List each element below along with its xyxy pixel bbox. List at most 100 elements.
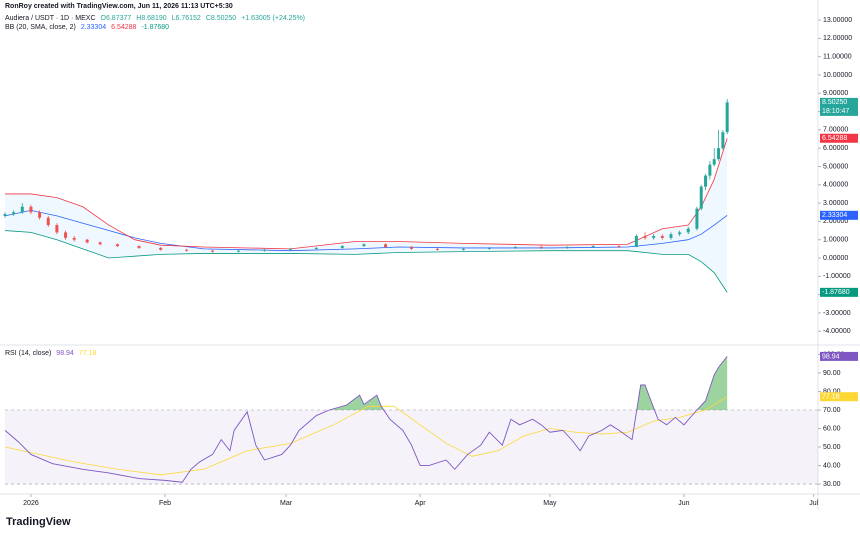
candle-body xyxy=(3,214,7,216)
price-tag xyxy=(820,351,858,361)
candle-body xyxy=(669,234,673,238)
x-tick-label: Jun xyxy=(678,500,689,507)
candle-body xyxy=(340,246,344,248)
bb-value: 6.54288 xyxy=(111,24,137,31)
candle-body xyxy=(708,164,712,176)
x-tick-label: 2026 xyxy=(23,500,39,507)
ohlc-value: C8.50250 xyxy=(205,15,237,22)
rsi-band xyxy=(5,410,818,485)
y-tick-label: 9.00000 xyxy=(823,90,848,97)
candle-body xyxy=(678,232,682,235)
x-tick-label: May xyxy=(543,500,557,507)
candle-body xyxy=(487,247,491,249)
candle-body xyxy=(435,248,439,250)
price-tag xyxy=(820,287,858,297)
candle-body xyxy=(159,247,163,250)
y-tick-label: 1.00000 xyxy=(823,237,848,244)
price-tag xyxy=(820,97,858,116)
price-tag xyxy=(820,210,858,220)
candle-body xyxy=(686,228,690,233)
candle-body xyxy=(712,159,716,165)
rsi-value: 98.94 xyxy=(56,350,74,357)
bb-legend: BB (20, SMA, close, 2) 2.33304 6.54288 -1.8… xyxy=(5,24,174,31)
y-tick-label: 11.00000 xyxy=(823,54,852,61)
candle-body xyxy=(38,212,42,218)
candle-body xyxy=(98,242,102,245)
rsi-legend: RSI (14, close) 98.94 77.18 xyxy=(5,350,101,357)
bb-fill xyxy=(5,138,728,293)
ohlc-value: L6.76152 xyxy=(171,15,201,22)
candle-body xyxy=(12,212,16,215)
bb-line xyxy=(5,138,728,250)
y-tick-label: 4.00000 xyxy=(823,182,848,189)
y-tick-label: 3.00000 xyxy=(823,200,848,207)
y-tick-label: 90.00 xyxy=(823,370,841,377)
bb-value: -1.87680 xyxy=(141,24,170,31)
rsi-line xyxy=(4,356,728,483)
candle-body xyxy=(591,246,595,248)
candle-body xyxy=(617,246,621,248)
price-tag-label: 6.54288 xyxy=(822,135,847,142)
ohlc-value: O6.87377 xyxy=(100,15,132,22)
candle-body xyxy=(643,236,647,238)
y-tick-label: 13.00000 xyxy=(823,17,852,24)
candle-body xyxy=(85,239,89,243)
candle-body xyxy=(237,250,241,252)
ohlc-value: +1.63005 (+24.25%) xyxy=(241,15,306,22)
bb-title: BB (20, SMA, close, 2) xyxy=(5,24,76,31)
candle-body xyxy=(699,186,703,209)
price-tag-label: 8.50250 xyxy=(822,99,847,106)
price-tag-label: -1.87680 xyxy=(822,289,850,296)
y-tick-label: 40.00 xyxy=(823,462,841,469)
logo: TradingView xyxy=(6,516,71,528)
y-tick-label: 80.00 xyxy=(823,388,841,395)
candle-body xyxy=(695,208,699,229)
candle-body xyxy=(211,250,215,252)
y-tick-label: 60.00 xyxy=(823,425,841,432)
y-tick-label: 12.00000 xyxy=(823,35,852,42)
candle-body xyxy=(513,247,517,249)
rsi-line xyxy=(4,396,728,476)
candle-body xyxy=(634,236,638,248)
bb-line xyxy=(4,210,728,252)
candle-body xyxy=(461,248,465,250)
candle-body xyxy=(20,206,24,213)
candle-body xyxy=(362,244,366,247)
price-tag-label: 77.18 xyxy=(822,394,840,401)
candle-body xyxy=(539,247,543,249)
candle-body xyxy=(29,206,33,213)
candle-body xyxy=(262,249,266,251)
candle-body xyxy=(721,132,725,149)
price-tag xyxy=(820,133,858,143)
candle-body xyxy=(288,248,292,250)
candle-body xyxy=(660,236,664,238)
y-tick-label: -1.00000 xyxy=(823,273,851,280)
bb-value: 2.33304 xyxy=(80,24,107,31)
x-tick-label: Apr xyxy=(415,500,427,507)
candle-body xyxy=(565,247,569,249)
candle-body xyxy=(137,246,141,248)
x-tick-label: Mar xyxy=(280,500,293,507)
y-tick-label: 2.00000 xyxy=(823,218,848,225)
candle-body xyxy=(652,236,656,238)
y-tick-label: 50.00 xyxy=(823,444,841,451)
y-tick-label: 30.00 xyxy=(823,481,841,488)
candle-body xyxy=(46,217,50,226)
candle-body xyxy=(115,244,119,247)
x-tick-label: Feb xyxy=(159,500,171,507)
y-tick-label: 70.00 xyxy=(823,407,841,414)
ohlc-value: H8.68190 xyxy=(136,15,167,22)
candle-body xyxy=(704,175,708,187)
candle-body xyxy=(55,225,59,233)
candle-body xyxy=(717,148,721,160)
candle-body xyxy=(72,237,76,240)
price-tag-label: 98.94 xyxy=(822,353,840,360)
countdown: 18:10:47 xyxy=(822,108,849,115)
x-tick-label: Jul xyxy=(809,500,818,507)
candle-body xyxy=(410,247,413,249)
y-tick-label: 5.00000 xyxy=(823,163,848,170)
candle-body xyxy=(64,232,68,238)
candle-body xyxy=(725,102,729,133)
